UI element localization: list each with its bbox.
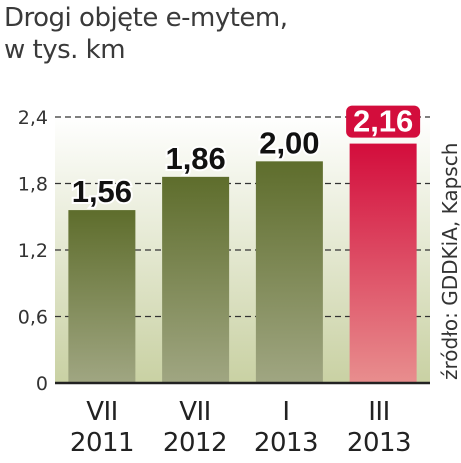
- y-tick-label: 1,2: [18, 240, 48, 262]
- x-tick-line1: VII: [86, 397, 118, 427]
- bar: [68, 210, 136, 383]
- x-tick-line2: 2012: [162, 428, 228, 458]
- bar: [349, 143, 417, 383]
- x-tick-line2: 2011: [69, 428, 135, 458]
- y-tick-label: 0,6: [18, 307, 48, 329]
- value-label: 2,16: [353, 104, 413, 139]
- chart-title: Drogi objęte e-mytem, w tys. km: [4, 2, 304, 66]
- value-label: 2,00: [259, 125, 319, 160]
- x-tick-label: VII 2011: [62, 397, 142, 459]
- y-tick-label: 1,8: [18, 174, 48, 196]
- x-tick-line2: 2013: [346, 428, 412, 458]
- value-label: 1,56: [72, 174, 132, 209]
- x-tick-line1: III: [368, 397, 390, 427]
- title-line: Drogi objęte e-mytem,: [4, 3, 288, 33]
- bar: [162, 176, 230, 383]
- x-tick-label: VII 2012: [155, 397, 235, 459]
- y-tick-label: 2,4: [18, 107, 48, 129]
- x-tick-label: III 2013: [339, 397, 419, 459]
- x-tick-line1: VII: [179, 397, 211, 427]
- y-tick-label: 0: [36, 373, 48, 395]
- x-tick-label: I 2013: [246, 397, 326, 459]
- value-label-badge: [346, 105, 421, 138]
- source-note: źródło: GDDKiA, Kapsch: [438, 142, 461, 380]
- value-label: 1,86: [165, 141, 225, 176]
- x-tick-line2: 2013: [253, 428, 319, 458]
- subtitle-line: w tys. km: [4, 35, 126, 65]
- bar: [255, 161, 323, 383]
- x-tick-line1: I: [282, 397, 290, 427]
